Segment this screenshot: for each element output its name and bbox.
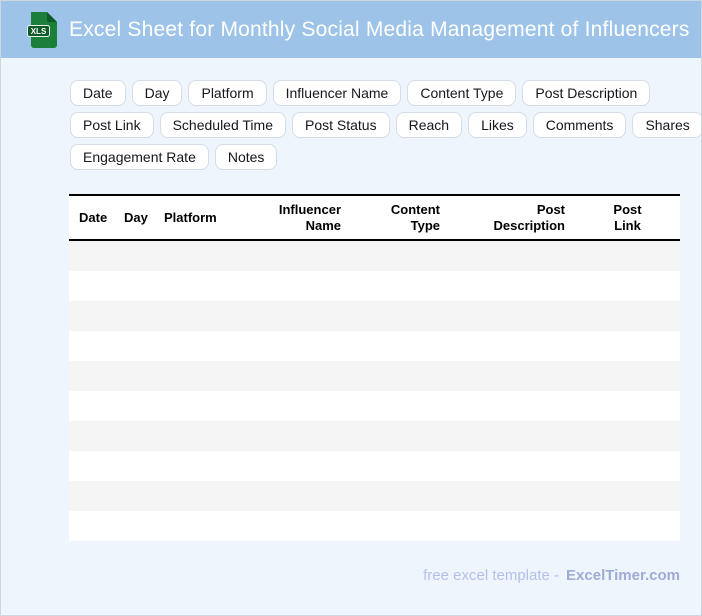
- table-row: [69, 481, 680, 511]
- page-title: Excel Sheet for Monthly Social Media Man…: [69, 17, 690, 41]
- chip-row: Engagement Rate Notes: [70, 144, 690, 170]
- chip-post-status[interactable]: Post Status: [292, 112, 390, 138]
- header-cell-platform: Platform: [164, 209, 217, 225]
- table-row: [69, 241, 680, 271]
- chip-reach[interactable]: Reach: [395, 112, 463, 138]
- field-chip-list: Date Day Platform Influencer Name Conten…: [70, 80, 701, 176]
- footer-label: free excel template -: [423, 567, 560, 584]
- chip-scheduled-time[interactable]: Scheduled Time: [159, 112, 286, 138]
- table-row: [69, 451, 680, 481]
- table-row: [69, 271, 680, 301]
- chip-engagement-rate[interactable]: Engagement Rate: [70, 144, 209, 170]
- chip-row: Date Day Platform Influencer Name Conten…: [70, 80, 690, 106]
- footer-brand-link[interactable]: ExcelTimer.com: [566, 567, 680, 584]
- chip-post-description[interactable]: Post Description: [522, 80, 651, 106]
- header-cell-date: Date: [79, 209, 108, 225]
- header-cell-day: Day: [124, 209, 148, 225]
- table-row: [69, 511, 680, 541]
- header-cell-influencer-name: Influencer Name: [278, 201, 341, 233]
- chip-likes[interactable]: Likes: [468, 112, 527, 138]
- chip-date[interactable]: Date: [70, 80, 126, 106]
- chip-row: Post Link Scheduled Time Post Status Rea…: [70, 112, 701, 138]
- table-row: [69, 301, 680, 331]
- chip-influencer-name[interactable]: Influencer Name: [272, 80, 402, 106]
- header-cell-post-link: Post Link: [613, 201, 642, 233]
- app-header: XLS Excel Sheet for Monthly Social Media…: [1, 1, 701, 58]
- chip-shares[interactable]: Shares: [632, 112, 701, 138]
- table-row: [69, 331, 680, 361]
- chip-platform[interactable]: Platform: [188, 80, 267, 106]
- header-cell-post-description: Post Description: [493, 201, 565, 233]
- table-row: [69, 361, 680, 391]
- table-row: [69, 421, 680, 451]
- sheet-table: Date Day Platform Influencer Name Conten…: [69, 194, 680, 541]
- chip-notes[interactable]: Notes: [214, 144, 278, 170]
- table-header-row: Date Day Platform Influencer Name Conten…: [69, 194, 680, 241]
- chip-post-link[interactable]: Post Link: [70, 112, 154, 138]
- chip-content-type[interactable]: Content Type: [407, 80, 517, 106]
- footer: free excel template - ExcelTimer.com: [423, 567, 680, 584]
- header-cell-content-type: Content Type: [390, 201, 440, 233]
- chip-day[interactable]: Day: [131, 80, 183, 106]
- xls-file-icon: XLS: [27, 11, 57, 48]
- chip-comments[interactable]: Comments: [532, 112, 627, 138]
- table-row: [69, 391, 680, 421]
- xls-icon-label: XLS: [31, 27, 47, 36]
